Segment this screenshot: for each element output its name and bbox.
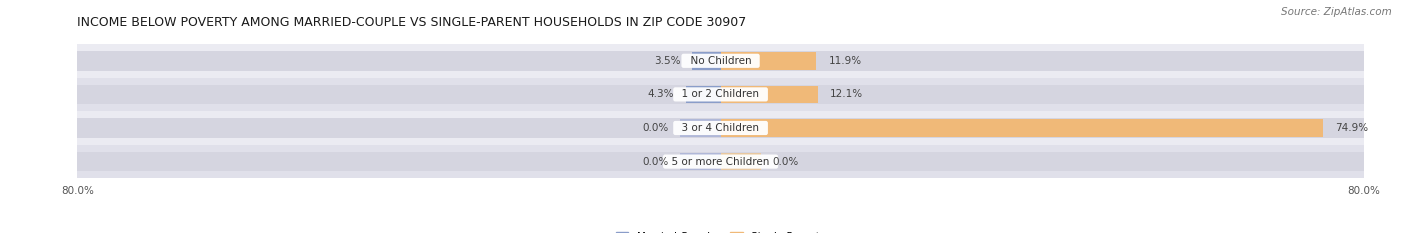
Text: 3 or 4 Children: 3 or 4 Children [675, 123, 766, 133]
Bar [77, 118, 1364, 138]
Text: 1 or 2 Children: 1 or 2 Children [675, 89, 766, 99]
Text: 11.9%: 11.9% [828, 56, 862, 66]
Bar [77, 111, 1364, 145]
Text: 5 or more Children: 5 or more Children [665, 157, 776, 167]
Bar [77, 44, 1364, 78]
Bar [686, 86, 721, 103]
Bar [692, 52, 721, 69]
Bar [681, 119, 721, 137]
Bar [721, 153, 761, 170]
Bar [721, 86, 818, 103]
Text: Source: ZipAtlas.com: Source: ZipAtlas.com [1281, 7, 1392, 17]
Text: INCOME BELOW POVERTY AMONG MARRIED-COUPLE VS SINGLE-PARENT HOUSEHOLDS IN ZIP COD: INCOME BELOW POVERTY AMONG MARRIED-COUPL… [77, 16, 747, 29]
Bar [721, 119, 1323, 137]
Text: 0.0%: 0.0% [773, 157, 799, 167]
Bar [77, 85, 1364, 104]
Bar [77, 78, 1364, 111]
Text: No Children: No Children [683, 56, 758, 66]
Text: 3.5%: 3.5% [654, 56, 681, 66]
Bar [681, 153, 721, 170]
Bar [77, 152, 1364, 171]
Bar [77, 145, 1364, 178]
Bar [721, 52, 817, 69]
Text: 74.9%: 74.9% [1334, 123, 1368, 133]
Text: 12.1%: 12.1% [830, 89, 863, 99]
Legend: Married Couples, Single Parents: Married Couples, Single Parents [616, 232, 825, 233]
Bar [77, 51, 1364, 71]
Text: 4.3%: 4.3% [647, 89, 673, 99]
Text: 0.0%: 0.0% [643, 157, 668, 167]
Text: 0.0%: 0.0% [643, 123, 668, 133]
